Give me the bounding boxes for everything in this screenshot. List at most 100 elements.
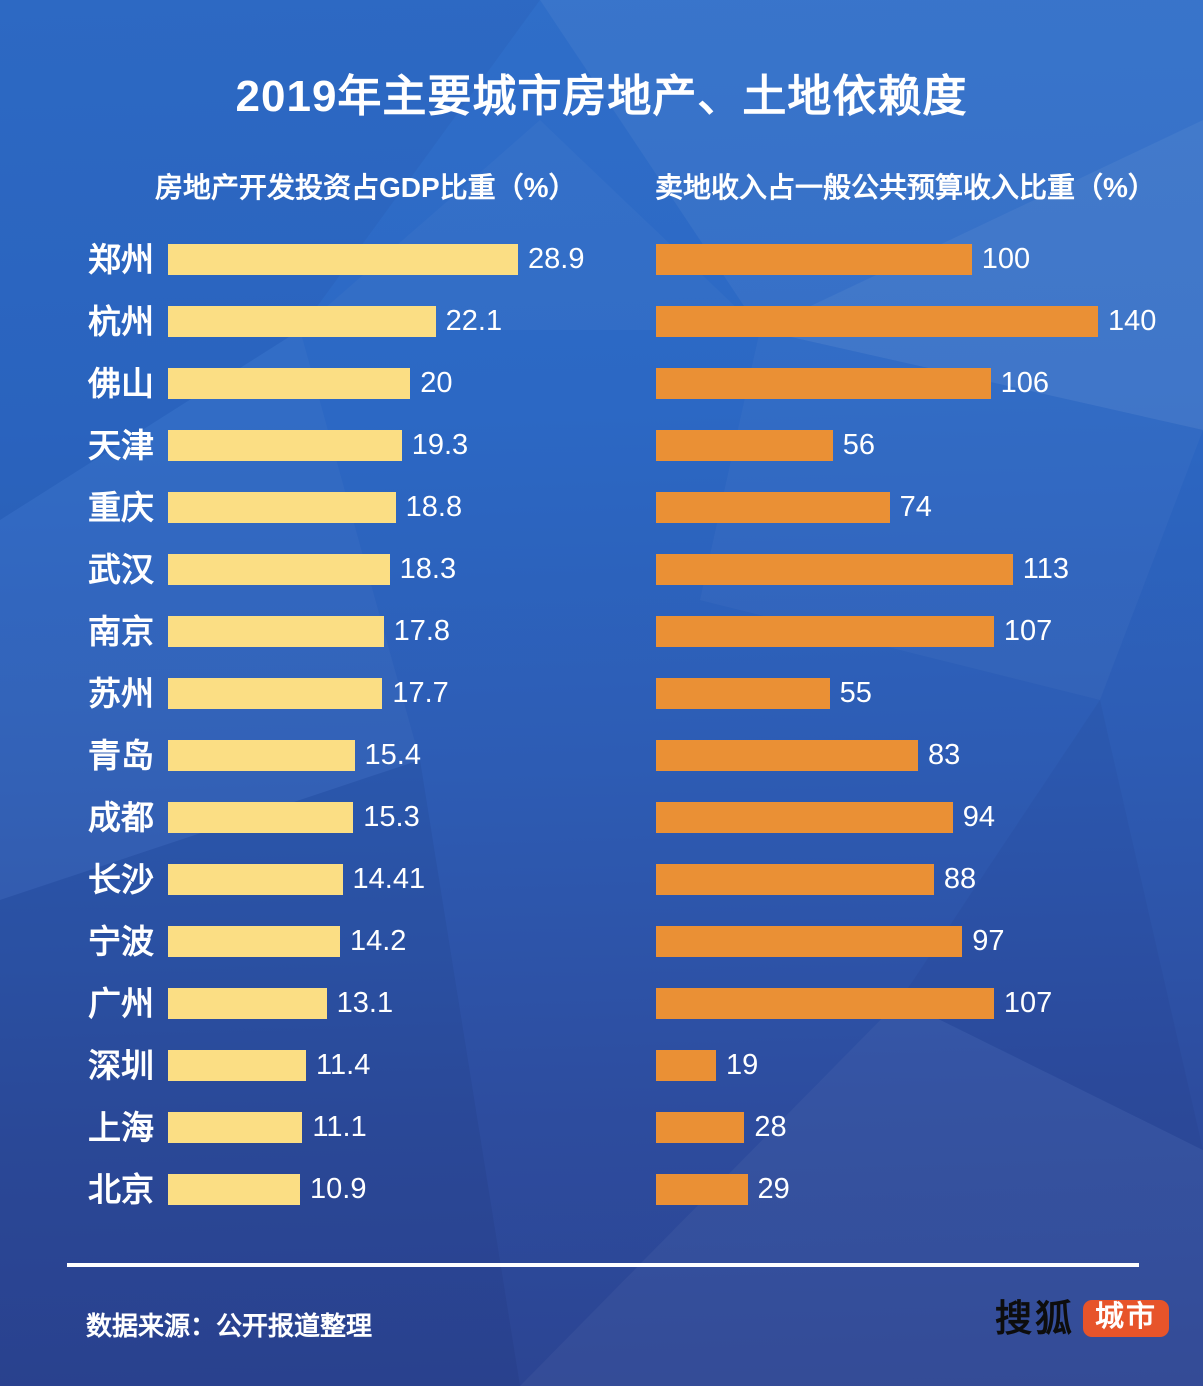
gdp-share-value: 15.3 — [363, 800, 420, 833]
land-revenue-value: 107 — [1003, 986, 1053, 1019]
land-revenue-bar — [656, 615, 994, 647]
land-revenue-value: 106 — [1000, 366, 1050, 399]
land-revenue-value: 140 — [1108, 304, 1157, 337]
city-label: 上海 — [88, 1108, 154, 1146]
city-label: 广州 — [88, 984, 154, 1022]
gdp-share-value: 11.4 — [316, 1048, 371, 1081]
gdp-share-value: 17.7 — [392, 676, 449, 709]
gdp-share-value: 22.1 — [445, 304, 503, 337]
gdp-share-value: 17.8 — [393, 614, 451, 647]
city-label: 郑州 — [88, 240, 154, 278]
land-revenue-bar — [656, 925, 963, 957]
gdp-share-bar — [168, 1049, 307, 1081]
chart-row: 苏州 17.7 55 — [0, 662, 1203, 724]
land-revenue-bar-zone: 140 — [656, 304, 1203, 337]
gdp-bar-zone: 11.1 — [168, 1110, 656, 1143]
chart-row: 杭州 22.1 140 — [0, 290, 1203, 352]
land-revenue-value: 55 — [839, 676, 872, 709]
column-header-land-revenue-share: 卖地收入占一般公共预算收入比重（%） — [655, 172, 1156, 203]
land-revenue-value: 107 — [1003, 614, 1053, 647]
chart-row: 郑州 28.9 100 — [0, 228, 1203, 290]
gdp-share-value: 15.4 — [364, 738, 421, 771]
land-revenue-bar — [656, 801, 953, 833]
gdp-share-bar — [168, 1111, 303, 1143]
city-label: 苏州 — [88, 674, 154, 712]
land-revenue-bar-zone: 107 — [656, 614, 1203, 647]
city-label: 杭州 — [88, 302, 154, 340]
chart-row: 深圳 11.4 19 — [0, 1034, 1203, 1096]
city-label: 南京 — [88, 612, 154, 650]
gdp-share-bar — [168, 243, 518, 275]
land-revenue-bar — [656, 553, 1013, 585]
gdp-bar-zone: 19.3 — [168, 428, 656, 461]
land-revenue-bar-zone: 113 — [656, 552, 1203, 585]
city-label: 长沙 — [88, 860, 154, 898]
gdp-share-bar — [168, 863, 343, 895]
land-revenue-bar — [656, 1111, 745, 1143]
land-revenue-value: 56 — [842, 428, 876, 461]
city-label: 天津 — [88, 426, 154, 464]
land-revenue-value: 83 — [928, 738, 961, 771]
city-label: 北京 — [88, 1170, 154, 1208]
land-revenue-bar — [656, 367, 991, 399]
land-revenue-bar-zone: 29 — [656, 1173, 1203, 1205]
sohu-city-logo: 搜狐 城市 — [995, 1298, 1170, 1339]
gdp-bar-zone: 15.4 — [168, 738, 656, 771]
land-revenue-bar-zone: 100 — [656, 243, 1203, 275]
page-title: 2019年主要城市房地产、土地依赖度 — [235, 72, 968, 121]
land-revenue-bar — [656, 491, 890, 523]
chart-row: 北京 10.9 29 — [0, 1158, 1203, 1220]
gdp-share-value: 20 — [420, 366, 453, 399]
gdp-share-bar — [168, 615, 384, 647]
land-revenue-bar — [656, 243, 972, 275]
land-revenue-bar-zone: 106 — [656, 366, 1203, 399]
gdp-bar-zone: 11.4 — [168, 1048, 656, 1081]
gdp-share-bar — [168, 553, 390, 585]
gdp-share-bar — [168, 367, 411, 399]
chart-row: 南京 17.8 107 — [0, 600, 1203, 662]
land-revenue-value: 19 — [725, 1048, 759, 1081]
land-revenue-bar-zone: 19 — [656, 1048, 1203, 1081]
footer-divider — [67, 1263, 1139, 1267]
gdp-share-value: 10.9 — [310, 1172, 367, 1205]
chart-row: 广州 13.1 107 — [0, 972, 1203, 1034]
chart-row: 成都 15.3 94 — [0, 786, 1203, 848]
gdp-bar-zone: 17.7 — [168, 676, 656, 709]
city-logo-badge: 城市 — [1083, 1300, 1170, 1337]
chart-row: 重庆 18.8 74 — [0, 476, 1203, 538]
gdp-share-bar — [168, 677, 383, 709]
land-revenue-value: 74 — [899, 490, 932, 523]
land-revenue-value: 113 — [1022, 552, 1069, 585]
land-revenue-bar-zone: 107 — [656, 986, 1203, 1019]
gdp-share-value: 14.2 — [349, 924, 407, 957]
chart-body: 郑州 28.9 100 杭州 22.1 140 佛山 20 106 天津 19.3 56 重庆 18.8 7… — [0, 228, 1203, 1220]
gdp-bar-zone: 15.3 — [168, 800, 656, 833]
gdp-bar-zone: 17.8 — [168, 614, 656, 647]
gdp-share-value: 19.3 — [411, 428, 469, 461]
land-revenue-bar — [656, 739, 919, 771]
land-revenue-bar-zone: 74 — [656, 490, 1203, 523]
gdp-share-bar — [168, 801, 354, 833]
land-revenue-value: 28 — [754, 1110, 787, 1143]
city-label: 宁波 — [88, 922, 154, 960]
sohu-logo-text: 搜狐 — [995, 1298, 1075, 1339]
gdp-share-value: 11.1 — [312, 1110, 367, 1143]
gdp-share-bar — [168, 987, 327, 1019]
gdp-bar-zone: 14.41 — [168, 863, 656, 895]
city-label: 佛山 — [88, 364, 154, 402]
gdp-share-value: 28.9 — [528, 242, 585, 275]
land-revenue-bar — [656, 1173, 748, 1205]
gdp-bar-zone: 22.1 — [168, 304, 656, 337]
chart-row: 长沙 14.41 88 — [0, 848, 1203, 910]
land-revenue-value: 88 — [943, 862, 977, 895]
land-revenue-bar — [656, 987, 994, 1019]
land-revenue-bar — [656, 305, 1098, 337]
gdp-share-bar — [168, 305, 436, 337]
land-revenue-bar-zone: 97 — [656, 925, 1203, 957]
chart-row: 青岛 15.4 83 — [0, 724, 1203, 786]
land-revenue-bar — [656, 1049, 716, 1081]
land-revenue-bar-zone: 83 — [656, 738, 1203, 771]
gdp-share-bar — [168, 429, 402, 461]
city-label: 重庆 — [88, 488, 154, 526]
gdp-share-bar — [168, 925, 340, 957]
